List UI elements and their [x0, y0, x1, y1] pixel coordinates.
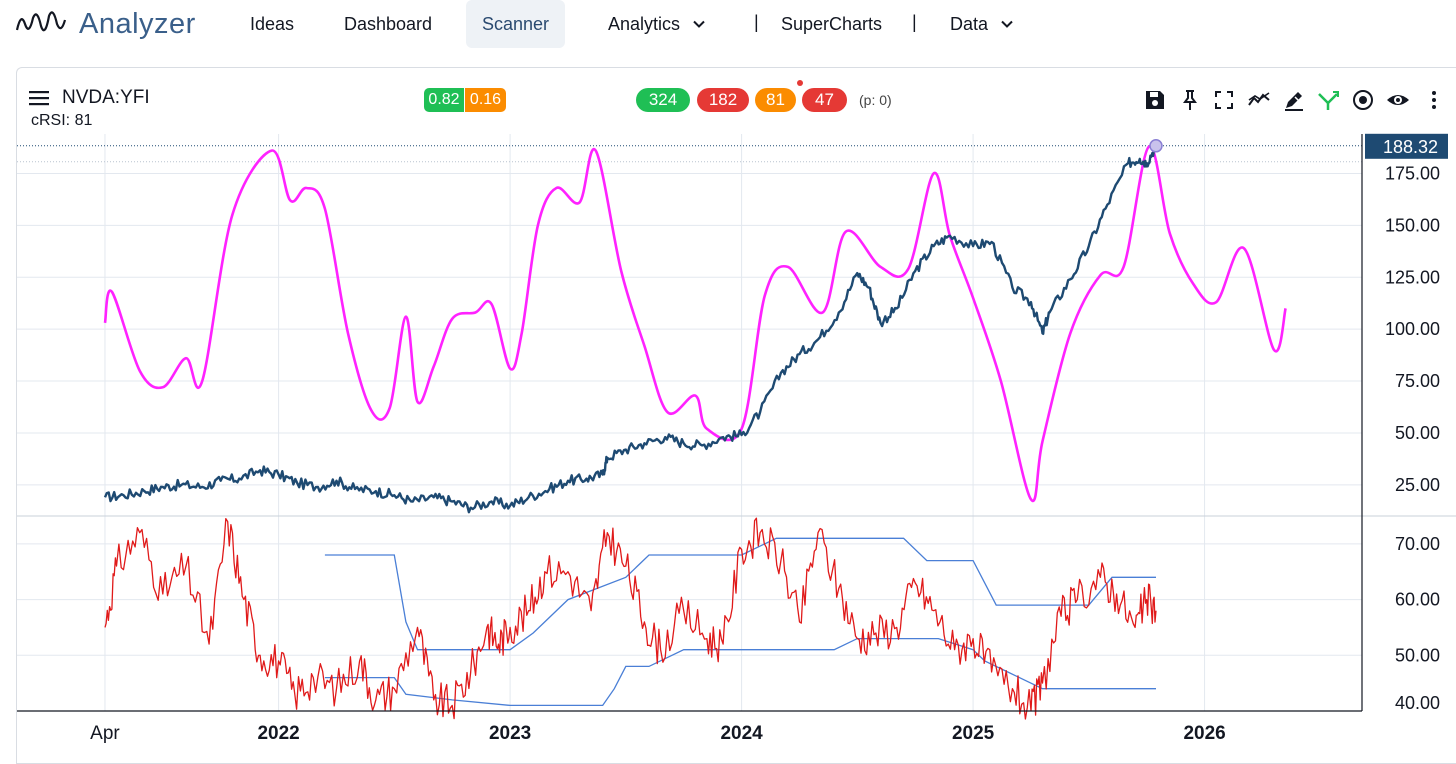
nav-supercharts[interactable]: SuperCharts [781, 13, 883, 34]
price-tick-label: 175.00 [1385, 163, 1440, 183]
nav-scanner[interactable]: Scanner [466, 0, 566, 48]
price-tick-label: 50.00 [1395, 423, 1440, 443]
nav-ideas[interactable]: Ideas [250, 13, 295, 34]
time-tick-label: Apr [90, 723, 120, 744]
last-price-tag [1365, 133, 1448, 159]
crsi-series-line [103, 145, 1287, 503]
price-series-line [103, 143, 1157, 514]
price-tick-label: 75.00 [1395, 371, 1440, 391]
nav-separator: | [912, 12, 917, 32]
indicator-label: cRSI: 81 [31, 112, 93, 129]
count-pill-red: 182 [697, 88, 749, 112]
last-price-marker [1149, 139, 1163, 153]
draw-icon[interactable] [1282, 88, 1306, 112]
pin-icon[interactable] [1178, 88, 1202, 112]
nav-dashboard[interactable]: Dashboard [344, 13, 433, 34]
last-price-label: 188.32 [1383, 137, 1438, 157]
menu-icon[interactable] [29, 90, 49, 106]
rsi-tick-label: 50.00 [1395, 645, 1440, 665]
wave-logo-icon [16, 11, 66, 32]
count-pill-orange: 81 [755, 88, 796, 112]
nav-analytics-label: Analytics [608, 13, 681, 34]
save-icon[interactable] [1143, 88, 1167, 112]
price-tick-label: 100.00 [1385, 319, 1440, 339]
count-pill-red-2: 47 [802, 88, 847, 112]
nav-data-label: Data [950, 13, 989, 34]
chart-card [16, 67, 1456, 764]
price-tick-label: 25.00 [1395, 475, 1440, 495]
price-tick-label: 150.00 [1385, 215, 1440, 235]
notification-dot [797, 80, 803, 86]
brand-logo[interactable]: Analyzer [16, 6, 196, 42]
compare-icon[interactable] [1247, 88, 1271, 112]
fullscreen-icon[interactable] [1212, 88, 1236, 112]
score-badge-green: 0.82 [424, 88, 464, 112]
more-icon[interactable] [1422, 88, 1442, 112]
target-icon[interactable] [1351, 88, 1375, 112]
upper-band-line [324, 537, 1156, 651]
top-navigation: Analyzer Ideas Dashboard Scanner Analyti… [0, 0, 1456, 56]
rsi-tick-label: 60.00 [1395, 590, 1440, 610]
chevron-down-icon [1001, 20, 1013, 28]
nav-separator: | [754, 12, 759, 32]
time-tick-label: 2026 [1183, 723, 1225, 744]
crossover-icon[interactable] [1316, 88, 1340, 112]
rsi-tick-label: 70.00 [1395, 534, 1440, 554]
eye-icon[interactable] [1386, 88, 1410, 112]
nav-analytics[interactable]: Analytics [608, 0, 706, 48]
nav-data[interactable]: Data [950, 0, 1014, 48]
chevron-down-icon [693, 20, 705, 28]
lower-band-line [324, 637, 1156, 707]
time-tick-label: 2022 [257, 723, 299, 744]
time-tick-label: 2024 [720, 723, 763, 744]
price-tick-label: 125.00 [1385, 267, 1440, 287]
rsi-tick-label: 40.00 [1395, 693, 1440, 713]
brand-name: Analyzer [79, 7, 196, 40]
score-badge-orange: 0.16 [465, 88, 506, 112]
time-tick-label: 2025 [952, 723, 995, 744]
p-value-label: (p: 0) [859, 92, 892, 108]
time-tick-label: 2023 [489, 723, 531, 744]
count-pill-green: 324 [636, 88, 690, 112]
rsi-series-line [104, 517, 1157, 720]
symbol-title[interactable]: NVDA:YFI [62, 87, 150, 108]
